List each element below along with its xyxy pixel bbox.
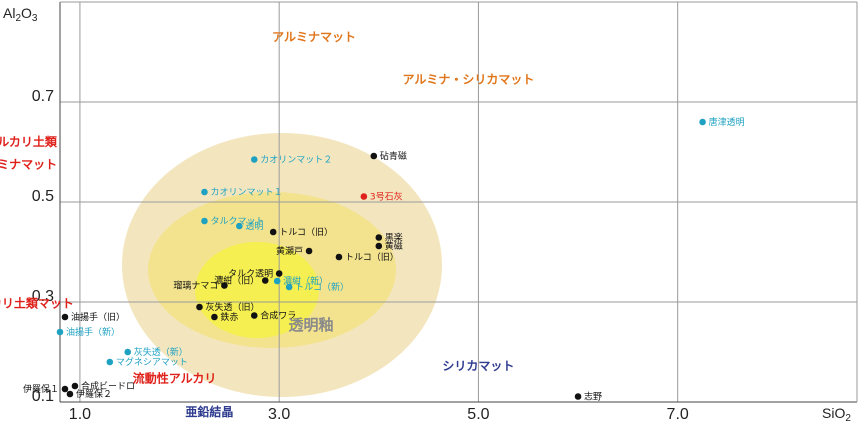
data-point xyxy=(261,277,269,284)
point-label: タルクマット xyxy=(210,216,264,227)
point-label: 灰失透（新） xyxy=(134,346,188,358)
data-point xyxy=(124,348,132,356)
region-label: シリカマット xyxy=(442,359,514,373)
data-point xyxy=(56,328,64,336)
x-tick-label: 7.0 xyxy=(667,406,689,423)
point-label: 伊羅保２ xyxy=(76,388,112,400)
data-points xyxy=(56,118,706,400)
point-label: 灰失透（旧） xyxy=(205,301,259,313)
subscript: 2 xyxy=(845,413,851,424)
point-label: 黒楽 xyxy=(385,232,403,244)
point-labels: 砧青磁3号石灰黒楽黄磁トルコ（旧）黄瀬戸トルコ（旧）タルク透明瑠璃ナマコ濃紺（旧… xyxy=(23,116,745,403)
data-point xyxy=(250,156,258,163)
data-point xyxy=(66,390,74,398)
point-label: 合成ワラ xyxy=(260,310,296,322)
data-point xyxy=(221,282,228,289)
x-tick-label: 1.0 xyxy=(69,406,91,423)
y-tick-label: 0.1 xyxy=(32,388,54,405)
data-point xyxy=(269,228,277,236)
data-point xyxy=(196,303,203,311)
region-label: 透明釉 xyxy=(289,316,334,334)
point-label: 瑠璃ナマコ xyxy=(173,280,218,292)
data-point xyxy=(61,385,69,393)
data-point xyxy=(275,270,283,277)
data-point xyxy=(61,313,69,321)
data-point xyxy=(106,358,114,366)
data-point xyxy=(370,152,378,160)
point-label: カオリンマット２ xyxy=(260,155,332,166)
data-point xyxy=(236,222,243,230)
point-label: 黄磁 xyxy=(385,240,403,252)
point-label: 唐津透明 xyxy=(709,116,745,128)
point-label: 濃紺（新） xyxy=(283,275,328,287)
data-point xyxy=(285,283,293,291)
region-label: アルミナマット xyxy=(0,158,57,172)
point-label: 油揚手（新） xyxy=(66,326,120,338)
data-point xyxy=(250,312,258,319)
region-label: アルミナマット xyxy=(272,30,356,44)
point-label: 志野 xyxy=(584,391,602,403)
data-point xyxy=(335,253,343,261)
region-label: 亜鉛結晶 xyxy=(185,404,233,419)
region-label: アルミナ・シリカマット xyxy=(403,73,535,87)
point-label: 3号石灰 xyxy=(370,191,403,203)
y-axis-label: Al2O3 xyxy=(3,5,38,24)
y-tick-label: 0.7 xyxy=(32,88,54,105)
point-label: トルコ（旧） xyxy=(345,252,399,263)
data-point xyxy=(211,313,218,321)
point-label: 伊羅保１ xyxy=(23,383,59,395)
data-point xyxy=(375,234,383,241)
point-label: 合成ビードロ xyxy=(81,380,135,392)
region-labels: アルミナマットアルミナ・シリカマット高アルカリ土類アルミナマットアルカリ土類マッ… xyxy=(0,30,534,419)
data-point xyxy=(574,393,582,400)
data-point xyxy=(273,277,281,285)
data-point xyxy=(699,118,706,126)
data-point xyxy=(71,382,79,390)
subscript: 3 xyxy=(32,13,38,24)
point-label: トルコ（新） xyxy=(295,281,349,293)
point-label: 透明 xyxy=(245,221,263,232)
point-label: トルコ（旧） xyxy=(279,227,333,238)
point-label: 鉄赤 xyxy=(220,311,238,323)
data-point xyxy=(375,242,383,250)
region-label: アルカリ土類マット xyxy=(0,296,74,311)
label-part: SiO xyxy=(822,405,845,421)
point-label: マグネシアマット xyxy=(116,356,188,368)
point-label: カオリンマット１ xyxy=(210,187,282,198)
data-point xyxy=(201,188,208,196)
ellipse-inner xyxy=(195,242,319,338)
point-label: 黄瀬戸 xyxy=(276,245,303,257)
point-label: 油揚手（旧） xyxy=(71,311,125,323)
axis-labels: Al2O3 SiO2 xyxy=(3,5,851,424)
y-tick-label: 0.5 xyxy=(32,188,54,205)
x-axis-label: SiO2 xyxy=(822,405,851,424)
subscript: 2 xyxy=(15,13,21,24)
tick-labels: 1.0 3.0 5.0 7.0 0.1 0.3 0.5 0.7 xyxy=(32,88,689,423)
data-point xyxy=(360,193,368,200)
point-label: 濃紺（旧） xyxy=(214,275,259,287)
region-label: 高アルカリ土類 xyxy=(0,134,58,149)
x-tick-label: 3.0 xyxy=(268,406,290,423)
axes xyxy=(59,1,858,403)
label-part: Al xyxy=(3,5,15,21)
data-point xyxy=(305,247,313,255)
point-label: 砧青磁 xyxy=(380,150,407,162)
label-part: O xyxy=(21,5,32,21)
region-label: 流動性アルカリ xyxy=(133,371,217,386)
data-point xyxy=(201,217,208,225)
x-tick-label: 5.0 xyxy=(467,406,489,423)
point-label: タルク透明 xyxy=(228,269,273,280)
y-tick-label: 0.3 xyxy=(32,288,54,305)
